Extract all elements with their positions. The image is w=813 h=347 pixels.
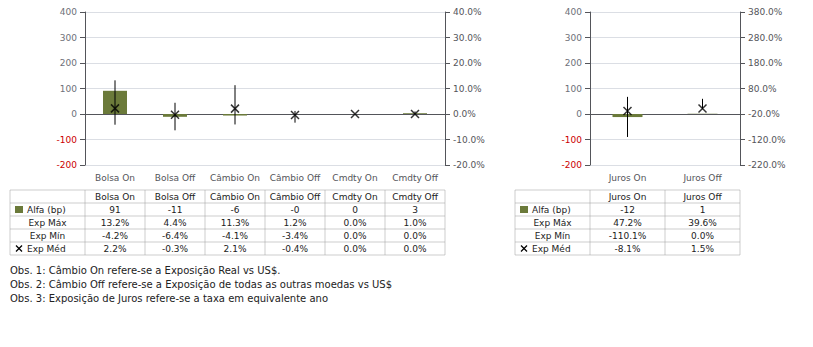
- svg-text:-20.0%: -20.0%: [453, 160, 485, 170]
- svg-text:200: 200: [565, 58, 582, 68]
- svg-text:-20.0%: -20.0%: [748, 109, 780, 119]
- svg-text:47.2%: 47.2%: [613, 218, 642, 228]
- svg-text:400: 400: [60, 7, 77, 17]
- svg-text:Exp Méd: Exp Méd: [532, 244, 571, 254]
- svg-text:40.0%: 40.0%: [453, 7, 482, 17]
- svg-text:Juros Off: Juros Off: [682, 173, 722, 183]
- svg-text:1.0%: 1.0%: [404, 218, 427, 228]
- svg-text:-3.4%: -3.4%: [282, 231, 309, 241]
- svg-text:-8.1%: -8.1%: [614, 244, 641, 254]
- svg-text:39.6%: 39.6%: [688, 218, 717, 228]
- svg-text:Juros On: Juros On: [608, 173, 647, 183]
- svg-text:Bolsa On: Bolsa On: [95, 192, 135, 202]
- svg-text:Exp Máx: Exp Máx: [28, 218, 67, 228]
- svg-text:1.2%: 1.2%: [284, 218, 307, 228]
- svg-text:-100: -100: [57, 135, 78, 145]
- svg-text:0.0%: 0.0%: [691, 231, 714, 241]
- svg-text:0.0%: 0.0%: [404, 244, 427, 254]
- svg-text:Alfa (bp): Alfa (bp): [532, 205, 571, 215]
- svg-text:-120.0%: -120.0%: [748, 135, 786, 145]
- svg-text:30.0%: 30.0%: [453, 33, 482, 43]
- svg-text:-6: -6: [231, 205, 240, 215]
- svg-text:11.3%: 11.3%: [221, 218, 250, 228]
- svg-text:10.0%: 10.0%: [453, 84, 482, 94]
- svg-text:Obs. 2: Câmbio Off refere-se a: Obs. 2: Câmbio Off refere-se a Exposição…: [10, 279, 392, 290]
- svg-text:13.2%: 13.2%: [101, 218, 130, 228]
- svg-text:Alfa (bp): Alfa (bp): [27, 205, 66, 215]
- svg-text:Obs. 3: Exposição de Juros ref: Obs. 3: Exposição de Juros refere-se a t…: [10, 293, 328, 304]
- svg-text:Bolsa On: Bolsa On: [95, 173, 135, 183]
- svg-text:-0: -0: [291, 205, 300, 215]
- svg-text:Exp Mín: Exp Mín: [535, 231, 571, 241]
- svg-text:Obs. 1: Câmbio On refere-se a: Obs. 1: Câmbio On refere-se a Exposição …: [10, 265, 280, 276]
- svg-text:2.1%: 2.1%: [224, 244, 247, 254]
- svg-text:180.0%: 180.0%: [748, 58, 783, 68]
- svg-text:20.0%: 20.0%: [453, 58, 482, 68]
- svg-text:Cmdty On: Cmdty On: [332, 173, 377, 183]
- svg-text:-11: -11: [168, 205, 183, 215]
- svg-text:Exp Mín: Exp Mín: [30, 231, 66, 241]
- svg-text:400: 400: [565, 7, 582, 17]
- svg-text:Bolsa Off: Bolsa Off: [155, 173, 196, 183]
- svg-text:80.0%: 80.0%: [748, 84, 777, 94]
- svg-text:-200: -200: [57, 160, 78, 170]
- svg-text:-4.1%: -4.1%: [222, 231, 249, 241]
- svg-text:0: 0: [71, 109, 77, 119]
- svg-text:0.0%: 0.0%: [344, 231, 367, 241]
- svg-text:-0.3%: -0.3%: [162, 244, 189, 254]
- svg-text:Juros On: Juros On: [608, 192, 647, 202]
- svg-text:Câmbio Off: Câmbio Off: [270, 192, 321, 202]
- svg-text:Câmbio Off: Câmbio Off: [270, 173, 321, 183]
- svg-text:300: 300: [60, 33, 77, 43]
- svg-text:1.5%: 1.5%: [691, 244, 714, 254]
- svg-text:91: 91: [109, 205, 120, 215]
- svg-text:Juros Off: Juros Off: [682, 192, 722, 202]
- svg-text:-10.0%: -10.0%: [453, 135, 485, 145]
- svg-text:4.4%: 4.4%: [164, 218, 187, 228]
- svg-text:300: 300: [565, 33, 582, 43]
- svg-text:-12: -12: [620, 205, 635, 215]
- svg-text:0.0%: 0.0%: [404, 231, 427, 241]
- svg-text:100: 100: [60, 84, 77, 94]
- svg-text:Cmdty Off: Cmdty Off: [392, 173, 439, 183]
- svg-text:0: 0: [352, 205, 358, 215]
- svg-text:Câmbio On: Câmbio On: [210, 173, 260, 183]
- svg-text:Bolsa Off: Bolsa Off: [155, 192, 196, 202]
- svg-text:0.0%: 0.0%: [344, 218, 367, 228]
- svg-text:200: 200: [60, 58, 77, 68]
- svg-text:Câmbio On: Câmbio On: [210, 192, 260, 202]
- svg-text:Exp Méd: Exp Méd: [27, 244, 66, 254]
- svg-text:2.2%: 2.2%: [104, 244, 127, 254]
- svg-text:1: 1: [700, 205, 706, 215]
- svg-text:Cmdty On: Cmdty On: [332, 192, 377, 202]
- svg-text:-200: -200: [562, 160, 583, 170]
- svg-text:380.0%: 380.0%: [748, 7, 783, 17]
- svg-text:-6.4%: -6.4%: [162, 231, 189, 241]
- svg-text:-100: -100: [562, 135, 583, 145]
- svg-text:Cmdty Off: Cmdty Off: [392, 192, 439, 202]
- svg-text:-110.1%: -110.1%: [609, 231, 647, 241]
- svg-text:0.0%: 0.0%: [453, 109, 476, 119]
- svg-text:0.0%: 0.0%: [344, 244, 367, 254]
- svg-text:100: 100: [565, 84, 582, 94]
- svg-text:-220.0%: -220.0%: [748, 160, 786, 170]
- svg-text:-0.4%: -0.4%: [282, 244, 309, 254]
- svg-text:280.0%: 280.0%: [748, 33, 783, 43]
- svg-text:Exp Máx: Exp Máx: [533, 218, 572, 228]
- svg-text:0: 0: [576, 109, 582, 119]
- svg-text:-4.2%: -4.2%: [102, 231, 129, 241]
- svg-text:3: 3: [412, 205, 418, 215]
